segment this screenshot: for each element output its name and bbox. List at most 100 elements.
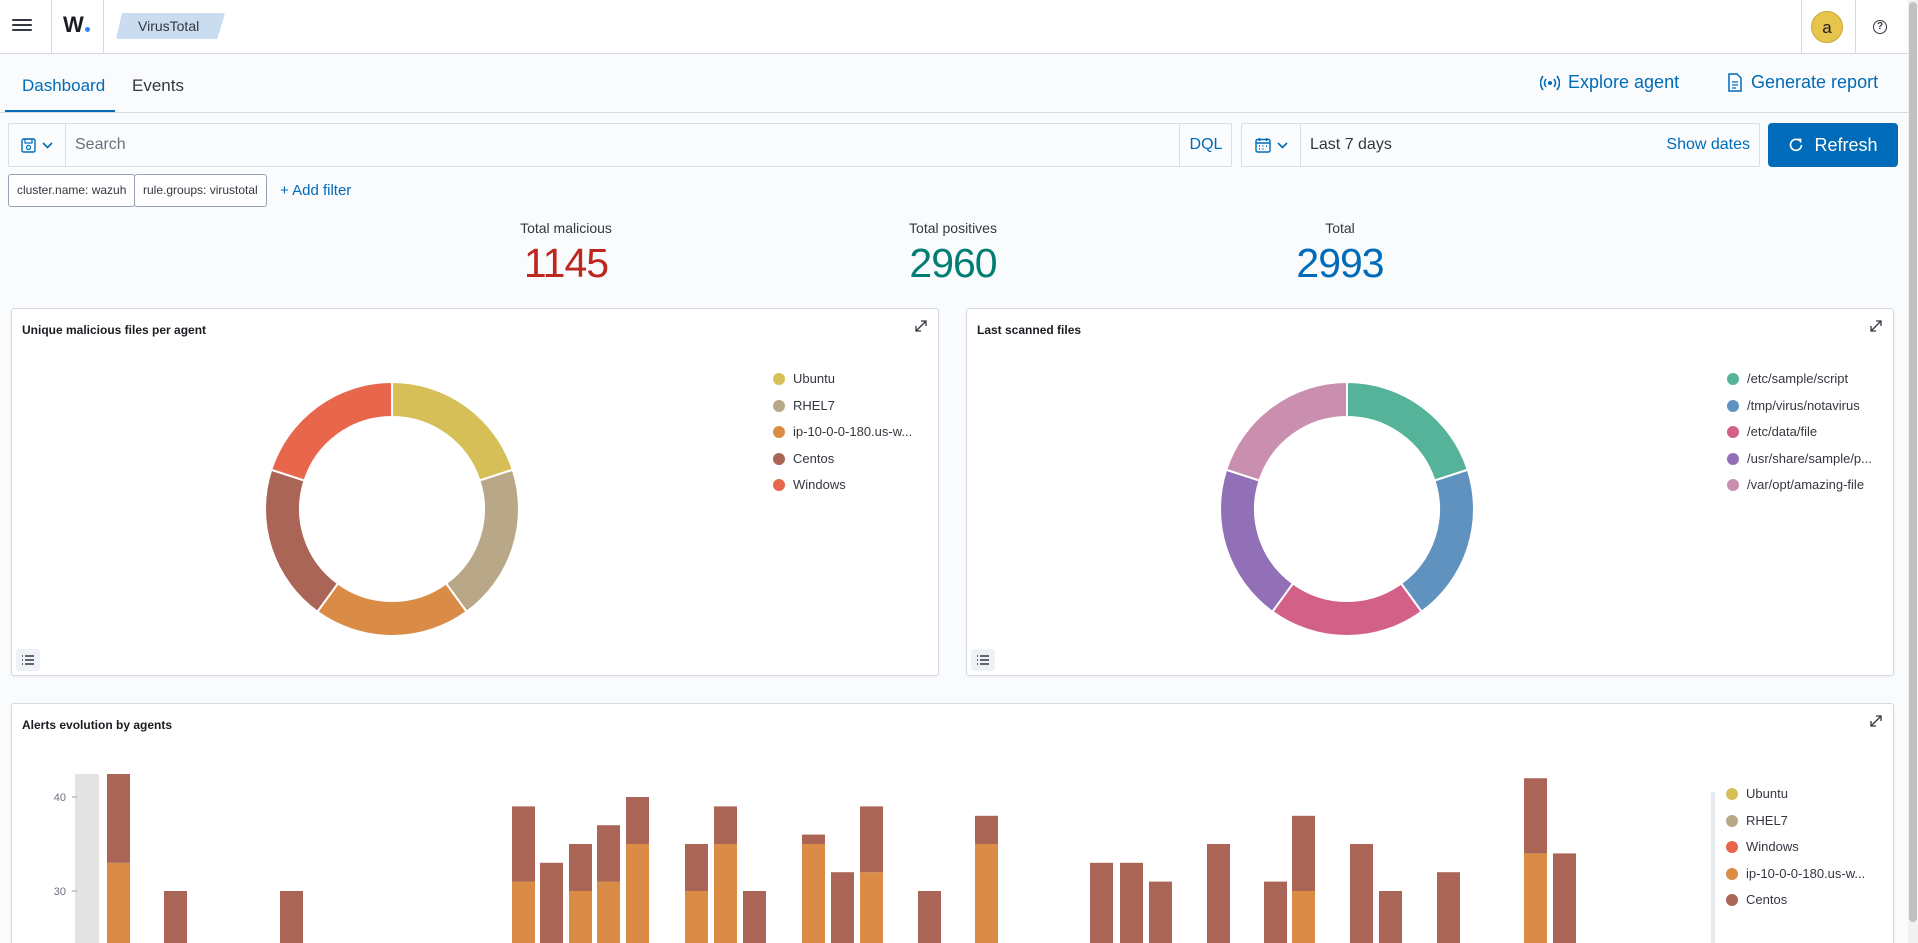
- bar-segment-centos[interactable]: [626, 797, 649, 844]
- legend-item[interactable]: Centos: [773, 451, 912, 478]
- bar-segment-ip[interactable]: [714, 844, 737, 943]
- generate-report-button[interactable]: Generate report: [1727, 72, 1878, 93]
- explore-agent-button[interactable]: Explore agent: [1540, 72, 1679, 93]
- bar-segment-centos[interactable]: [918, 891, 941, 943]
- stacked-bar-chart[interactable]: 30 40: [32, 774, 1592, 943]
- donut-slice[interactable]: [1224, 380, 1348, 482]
- bar-segment-centos[interactable]: [1292, 815, 1315, 891]
- wazuh-logo[interactable]: W: [63, 12, 90, 38]
- bar-segment-centos[interactable]: [1264, 881, 1287, 943]
- legend-item[interactable]: /tmp/virus/notavirus: [1727, 398, 1872, 425]
- legend-item[interactable]: Windows: [1726, 839, 1865, 866]
- bar-segment-ip[interactable]: [1292, 891, 1315, 943]
- toggle-legend-button[interactable]: [971, 649, 995, 671]
- fullscreen-icon[interactable]: [1867, 712, 1885, 730]
- donut-slice[interactable]: [1270, 582, 1424, 637]
- legend-item[interactable]: Ubuntu: [773, 371, 912, 398]
- bar-segment-centos[interactable]: [714, 806, 737, 844]
- quick-date-menu-button[interactable]: [1242, 124, 1301, 166]
- bar-segment-centos[interactable]: [1437, 872, 1460, 943]
- bar-segment-ip[interactable]: [512, 881, 535, 943]
- donut-slice[interactable]: [269, 380, 393, 482]
- bar-segment-centos[interactable]: [512, 806, 535, 882]
- bar-segment-centos[interactable]: [1149, 881, 1172, 943]
- bar-segment-ip[interactable]: [626, 844, 649, 943]
- bar-segment-centos[interactable]: [685, 844, 708, 891]
- bar-segment-ip[interactable]: [107, 862, 130, 943]
- bar-segment-centos[interactable]: [597, 825, 620, 882]
- legend-item[interactable]: RHEL7: [773, 398, 912, 425]
- user-avatar[interactable]: a: [1811, 11, 1843, 43]
- menu-icon[interactable]: [12, 16, 32, 36]
- legend-item[interactable]: /var/opt/amazing-file: [1727, 477, 1872, 504]
- bar-segment-centos[interactable]: [1524, 778, 1547, 854]
- bar-segment-centos[interactable]: [1207, 844, 1230, 943]
- bar-segment-centos[interactable]: [569, 844, 592, 891]
- legend-item[interactable]: ip-10-0-0-180.us-w...: [1726, 866, 1865, 893]
- legend-item[interactable]: ip-10-0-0-180.us-w...: [773, 424, 912, 451]
- saved-queries-button[interactable]: [9, 124, 66, 166]
- bar-segment-centos[interactable]: [1553, 853, 1576, 943]
- donut-slice[interactable]: [315, 582, 469, 637]
- bar-segment-centos[interactable]: [280, 891, 303, 943]
- donut-slice[interactable]: [1219, 468, 1295, 614]
- donut-slice[interactable]: [444, 468, 520, 614]
- calendar-icon: [1254, 138, 1271, 153]
- bar-segment-ip[interactable]: [1524, 853, 1547, 943]
- help-icon[interactable]: ?: [1873, 20, 1887, 34]
- page-scrollbar[interactable]: [1908, 0, 1918, 943]
- query-language-button[interactable]: DQL: [1179, 124, 1232, 166]
- bar-segment-centos[interactable]: [831, 872, 854, 943]
- bar-segment-ip[interactable]: [569, 891, 592, 943]
- bar-segment-centos[interactable]: [164, 891, 187, 943]
- bar-segment-ip[interactable]: [802, 844, 825, 943]
- legend-item[interactable]: Ubuntu: [1726, 786, 1865, 813]
- bar-segment-centos[interactable]: [1350, 844, 1373, 943]
- chart-brush-band[interactable]: [75, 774, 99, 943]
- filter-pill-cluster-name[interactable]: cluster.name: wazuh: [8, 174, 136, 207]
- legend-item[interactable]: /usr/share/sample/p...: [1727, 451, 1872, 478]
- donut-chart[interactable]: [262, 379, 522, 639]
- toggle-legend-button[interactable]: [16, 649, 40, 671]
- bar-segment-ip[interactable]: [597, 881, 620, 943]
- legend-scrollbar[interactable]: [1711, 792, 1715, 943]
- search-input[interactable]: [75, 133, 1175, 157]
- bar-segment-centos[interactable]: [802, 834, 825, 844]
- list-icon: [22, 655, 34, 665]
- bar-segment-ip[interactable]: [860, 872, 883, 943]
- fullscreen-icon[interactable]: [1867, 317, 1885, 335]
- legend-item[interactable]: RHEL7: [1726, 813, 1865, 840]
- show-dates-link[interactable]: Show dates: [1666, 136, 1750, 153]
- filter-pill-rule-groups[interactable]: rule.groups: virustotal: [134, 174, 267, 207]
- fullscreen-icon[interactable]: [912, 317, 930, 335]
- bar-segment-centos[interactable]: [975, 815, 998, 844]
- refresh-button[interactable]: Refresh: [1768, 123, 1898, 167]
- donut-slice[interactable]: [264, 468, 340, 614]
- legend-item[interactable]: /etc/sample/script: [1727, 371, 1872, 398]
- bar-segment-centos[interactable]: [743, 891, 766, 943]
- donut-slice[interactable]: [1346, 380, 1470, 482]
- breadcrumb-virustotal[interactable]: VirusTotal: [116, 13, 225, 39]
- donut-slice[interactable]: [1399, 468, 1475, 614]
- bar-segment-centos[interactable]: [107, 774, 130, 863]
- donut-chart[interactable]: [1217, 379, 1477, 639]
- scrollbar-thumb[interactable]: [1909, 2, 1917, 922]
- tab-events[interactable]: Events: [132, 76, 184, 95]
- legend-item[interactable]: Centos: [1726, 892, 1865, 919]
- add-filter-button[interactable]: + Add filter: [280, 182, 352, 199]
- refresh-icon: [1790, 138, 1803, 152]
- legend-label: /usr/share/sample/p...: [1747, 450, 1872, 466]
- bar-segment-centos[interactable]: [1379, 891, 1402, 943]
- bar-segment-centos[interactable]: [1120, 862, 1143, 943]
- donut-slice[interactable]: [391, 380, 515, 482]
- tab-dashboard[interactable]: Dashboard: [22, 76, 106, 95]
- bar-segment-centos[interactable]: [540, 862, 563, 943]
- bar-segment-centos[interactable]: [860, 806, 883, 873]
- legend-item[interactable]: Windows: [773, 477, 912, 504]
- bar-segment-ip[interactable]: [685, 891, 708, 943]
- date-range-text[interactable]: Last 7 days: [1310, 136, 1392, 153]
- bar-segment-centos[interactable]: [1090, 862, 1113, 943]
- bar-segment-ip[interactable]: [975, 844, 998, 943]
- y-axis-tick-label: 40: [54, 792, 66, 804]
- legend-item[interactable]: /etc/data/file: [1727, 424, 1872, 451]
